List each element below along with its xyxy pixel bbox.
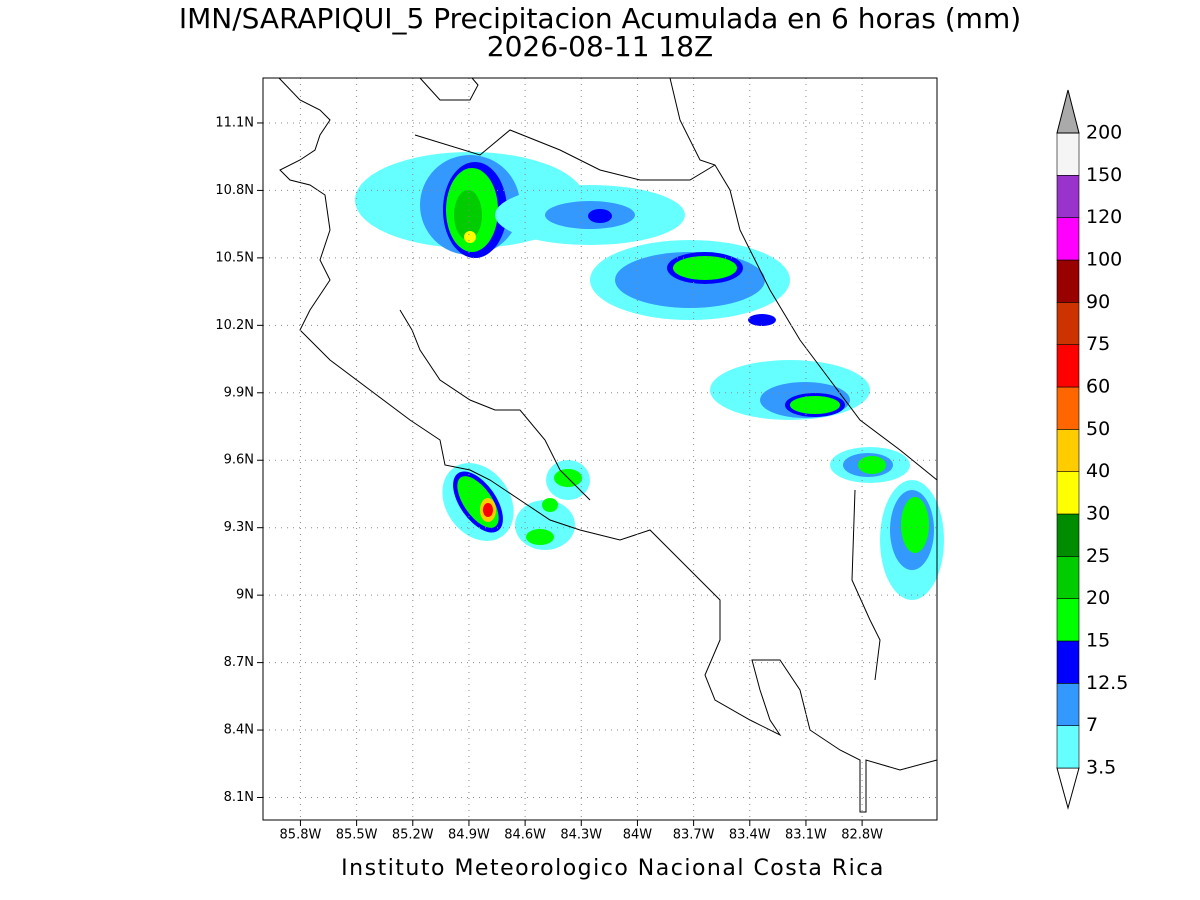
colorbar-label: 120 [1086, 206, 1122, 228]
colorbar-label: 12.5 [1086, 672, 1128, 694]
colorbar-box [1056, 344, 1080, 388]
colorbar-box [1056, 640, 1080, 684]
x-tick-label: 84.3W [560, 828, 602, 843]
colorbar-box [1056, 259, 1080, 303]
colorbar-box [1056, 725, 1080, 769]
y-tick-label: 8.4N [224, 723, 254, 738]
colorbar-label: 100 [1086, 249, 1122, 271]
x-tick-label: 84.6W [504, 828, 546, 843]
colorbar-label: 90 [1086, 291, 1110, 313]
y-tick-label: 11.1N [215, 115, 254, 130]
colorbar-box [1056, 683, 1080, 726]
map-frame [262, 77, 938, 821]
colorbar-box [1056, 556, 1080, 599]
coastlines [278, 77, 938, 813]
y-tick-label: 8.1N [224, 790, 254, 805]
y-tick-label: 9N [236, 588, 254, 603]
colorbar-box [1056, 471, 1080, 515]
x-tick-label: 85.8W [280, 828, 322, 843]
colorbar-box [1056, 217, 1080, 261]
x-tick-label: 84.9W [448, 828, 490, 843]
footer: Instituto Meteorologico Nacional Costa R… [341, 856, 885, 881]
colorbar-label: 3.5 [1086, 757, 1116, 779]
colorbar-box [1056, 429, 1080, 472]
y-tick-label: 9.9N [224, 385, 254, 400]
y-tick-label: 10.8N [215, 183, 254, 198]
x-tick-label: 83.7W [673, 828, 715, 843]
x-tick-label: 83.4W [729, 828, 771, 843]
colorbar-box [1056, 132, 1080, 176]
colorbar-label: 20 [1086, 587, 1110, 609]
colorbar-box [1056, 302, 1080, 345]
colorbar-box [1056, 598, 1080, 642]
colorbar-box [1056, 175, 1080, 218]
colorbar-label: 60 [1086, 376, 1110, 398]
x-tick-label: 83.1W [785, 828, 827, 843]
colorbar-under [1056, 767, 1080, 810]
y-tick-label: 9.6N [224, 453, 254, 468]
precipitation-field [355, 152, 944, 600]
x-tick-label: 84W [623, 828, 653, 843]
y-tick-label: 10.2N [215, 318, 254, 333]
title: IMN/SARAPIQUI_5 Precipitacion Acumulada … [179, 2, 1021, 35]
x-tick-label: 85.5W [336, 828, 378, 843]
colorbar-box [1056, 386, 1080, 430]
y-tick-label: 10.5N [215, 250, 254, 265]
colorbar-label: 50 [1086, 418, 1110, 440]
y-tick-label: 9.3N [224, 520, 254, 535]
colorbar-label: 75 [1086, 333, 1110, 355]
x-tick-label: 82.8W [841, 828, 883, 843]
subtitle: 2026-08-11 18Z [487, 30, 713, 63]
x-tick-label: 85.2W [392, 828, 434, 843]
colorbar-label: 40 [1086, 460, 1110, 482]
colorbar-label: 15 [1086, 630, 1110, 652]
y-tick-label: 8.7N [224, 655, 254, 670]
colorbar-label: 150 [1086, 164, 1122, 186]
colorbar-label: 30 [1086, 503, 1110, 525]
colorbar-over [1056, 89, 1080, 134]
colorbar-box [1056, 513, 1080, 557]
colorbar-label: 25 [1086, 545, 1110, 567]
colorbar-label: 200 [1086, 122, 1122, 144]
colorbar-label: 7 [1086, 714, 1098, 736]
